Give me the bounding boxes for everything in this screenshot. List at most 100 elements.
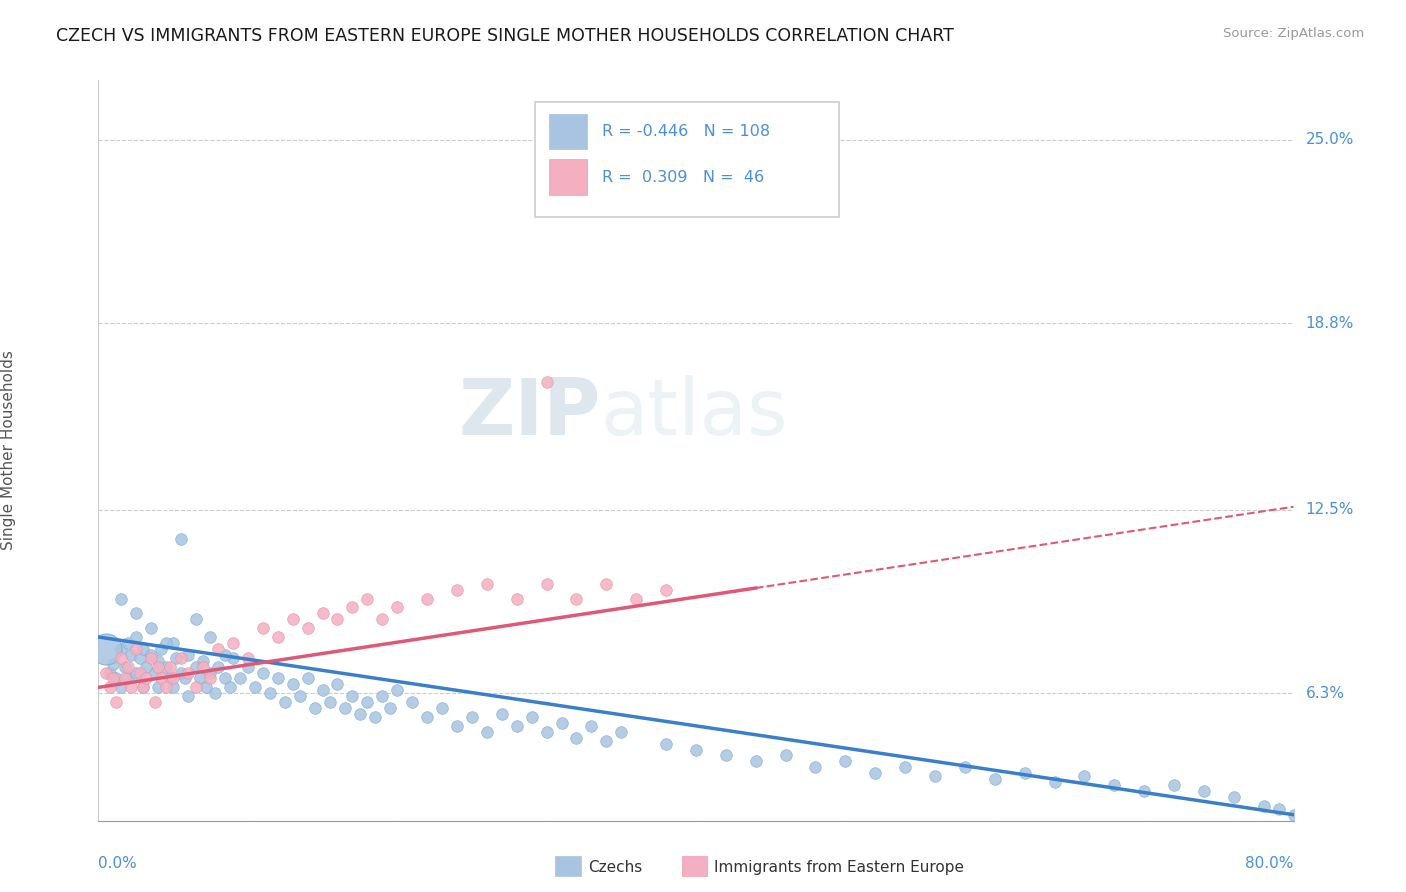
Text: atlas: atlas xyxy=(600,376,787,451)
Point xyxy=(110,650,132,665)
Point xyxy=(281,677,304,691)
Point xyxy=(103,657,125,671)
Point xyxy=(745,755,768,769)
Point xyxy=(148,654,170,668)
Point xyxy=(155,659,177,673)
Point xyxy=(655,737,678,751)
Point xyxy=(536,724,558,739)
Point xyxy=(581,719,603,733)
Point xyxy=(349,706,371,721)
Point xyxy=(342,600,364,615)
Point xyxy=(155,681,177,695)
Point xyxy=(139,621,162,635)
Point xyxy=(125,665,148,680)
FancyBboxPatch shape xyxy=(548,160,588,195)
Point xyxy=(804,760,827,774)
Point xyxy=(98,665,122,680)
Text: 12.5%: 12.5% xyxy=(1306,502,1354,517)
Point xyxy=(135,672,157,686)
Point xyxy=(105,672,128,686)
Point xyxy=(274,695,297,709)
Point xyxy=(1267,802,1289,816)
Point xyxy=(169,665,191,680)
Point xyxy=(385,683,409,698)
Point xyxy=(177,665,200,680)
Point xyxy=(333,701,356,715)
Point xyxy=(356,591,378,606)
Point xyxy=(94,665,117,680)
Point xyxy=(169,650,191,665)
Point xyxy=(1282,807,1305,822)
Point xyxy=(139,648,162,662)
Point xyxy=(865,766,887,780)
Point xyxy=(129,665,152,680)
Point xyxy=(371,612,394,626)
Point xyxy=(110,641,132,656)
Point xyxy=(565,591,588,606)
Point xyxy=(311,683,333,698)
Point xyxy=(984,772,1007,787)
Point xyxy=(236,650,259,665)
Point xyxy=(252,665,274,680)
Point xyxy=(288,690,311,704)
Point xyxy=(191,659,214,673)
Point xyxy=(184,612,207,626)
Point xyxy=(430,701,453,715)
Point xyxy=(94,641,117,656)
Point xyxy=(120,648,142,662)
Point xyxy=(371,690,394,704)
Text: ZIP: ZIP xyxy=(458,376,600,451)
Point xyxy=(550,715,572,730)
Point xyxy=(219,681,242,695)
Point xyxy=(174,672,197,686)
Point xyxy=(195,681,218,695)
Point xyxy=(326,612,349,626)
Point xyxy=(446,582,468,597)
Point xyxy=(114,659,136,673)
Point xyxy=(953,760,976,774)
Point xyxy=(155,636,177,650)
Point xyxy=(222,636,245,650)
Text: 0.0%: 0.0% xyxy=(98,856,138,871)
Point xyxy=(267,630,290,644)
Point xyxy=(252,621,274,635)
Point xyxy=(304,701,326,715)
Point xyxy=(520,710,543,724)
Point xyxy=(139,650,162,665)
Point xyxy=(236,659,259,673)
Point xyxy=(894,760,917,774)
Point xyxy=(655,582,678,597)
Point xyxy=(1192,784,1215,798)
Point xyxy=(120,681,142,695)
Point xyxy=(150,672,173,686)
Point xyxy=(281,612,304,626)
Point xyxy=(184,659,207,673)
Point xyxy=(148,681,170,695)
Point xyxy=(259,686,281,700)
Point xyxy=(98,681,122,695)
Point xyxy=(342,690,364,704)
Point xyxy=(132,681,155,695)
Point xyxy=(1073,769,1095,783)
Point xyxy=(162,636,184,650)
Point xyxy=(177,648,200,662)
Point xyxy=(132,641,155,656)
Point xyxy=(135,659,157,673)
Point xyxy=(229,672,252,686)
Point xyxy=(595,576,617,591)
Point xyxy=(401,695,423,709)
Point xyxy=(267,672,290,686)
Point xyxy=(165,650,187,665)
Text: 25.0%: 25.0% xyxy=(1306,132,1354,147)
Point xyxy=(207,641,229,656)
Point xyxy=(117,636,139,650)
Text: 80.0%: 80.0% xyxy=(1246,856,1294,871)
Point xyxy=(207,659,229,673)
Text: 18.8%: 18.8% xyxy=(1306,316,1354,331)
Point xyxy=(214,672,236,686)
Point xyxy=(1133,784,1156,798)
Text: Czechs: Czechs xyxy=(588,860,643,874)
Text: Source: ZipAtlas.com: Source: ZipAtlas.com xyxy=(1223,27,1364,40)
Text: R =  0.309   N =  46: R = 0.309 N = 46 xyxy=(602,169,763,185)
Point xyxy=(105,695,128,709)
